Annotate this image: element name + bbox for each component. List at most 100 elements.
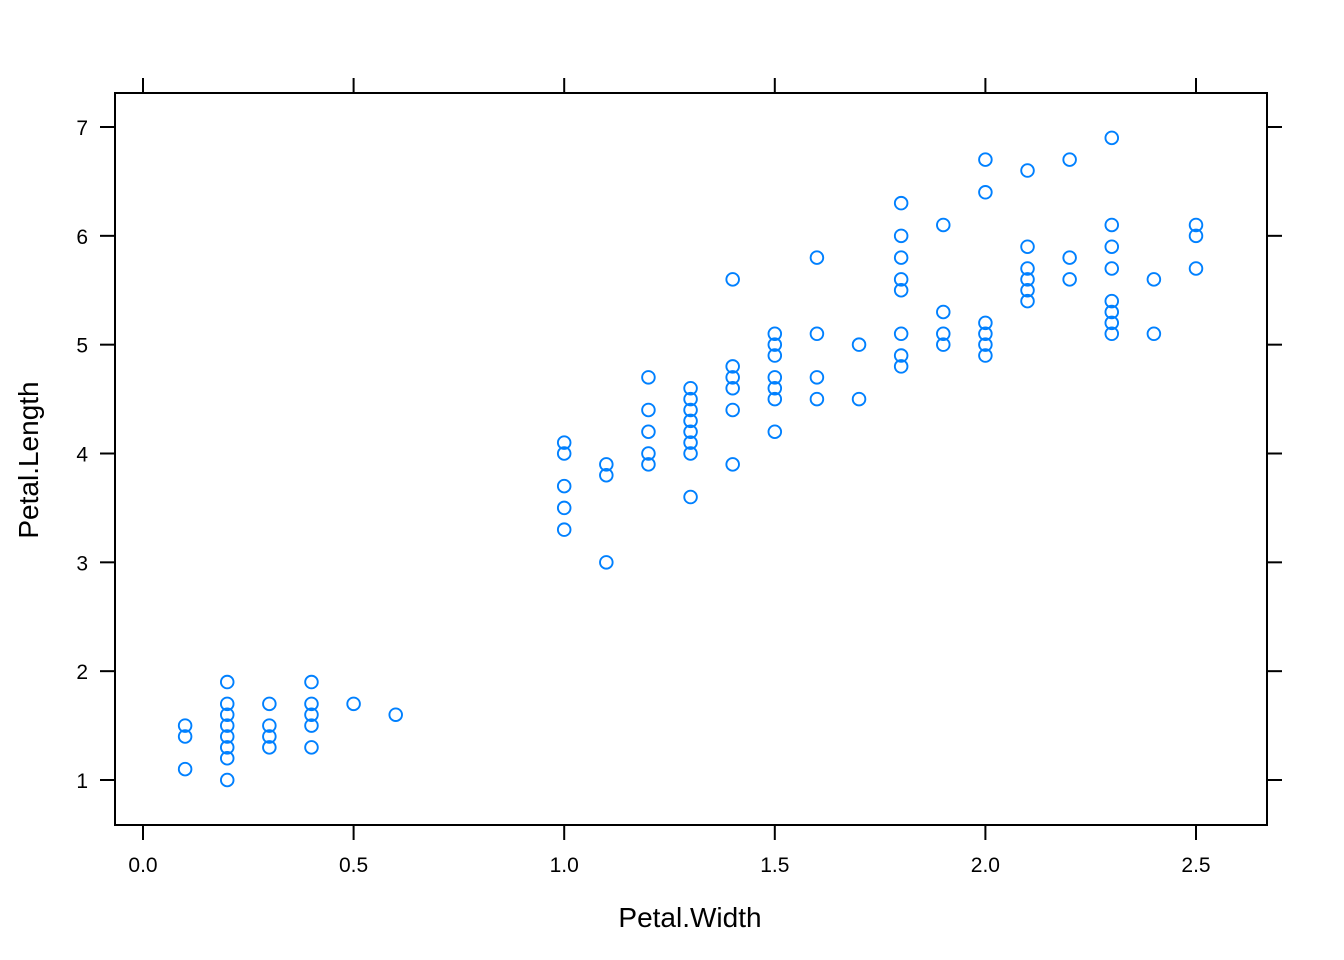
data-point	[851, 337, 867, 352]
data-point	[346, 696, 361, 712]
data-point	[556, 435, 572, 450]
y-tick-label: 4	[76, 444, 88, 467]
data-point	[219, 729, 235, 744]
data-point	[1020, 239, 1035, 254]
data-point	[556, 478, 572, 494]
data-point	[767, 326, 783, 342]
data-point	[893, 283, 909, 298]
data-point	[1188, 228, 1204, 244]
x-tick-label: 1.0	[550, 854, 579, 877]
y-axis-right-ticks	[1267, 126, 1282, 781]
data-point	[893, 272, 909, 287]
x-tick-label: 1.5	[760, 854, 789, 877]
data-point	[725, 370, 740, 385]
data-point	[1020, 283, 1035, 298]
data-point	[1104, 293, 1120, 309]
data-point	[978, 185, 993, 200]
data-point	[978, 337, 993, 352]
data-point	[1104, 315, 1120, 331]
data-point	[1020, 293, 1035, 309]
y-axis-title: Petal.Length	[13, 381, 44, 538]
data-point	[893, 359, 909, 374]
data-point	[683, 391, 698, 407]
data-point	[304, 740, 319, 755]
data-point	[1104, 239, 1120, 254]
data-point	[767, 348, 783, 363]
data-point	[893, 250, 909, 265]
y-tick-label: 2	[76, 661, 88, 684]
data-point	[219, 674, 235, 690]
data-point	[219, 707, 235, 722]
data-point	[809, 370, 825, 385]
data-point	[809, 391, 825, 407]
data-point	[767, 380, 783, 396]
data-point	[851, 391, 867, 407]
data-point	[641, 402, 656, 418]
data-point	[219, 740, 235, 755]
data-point	[1104, 130, 1120, 146]
y-tick-label: 7	[76, 117, 88, 140]
data-point	[1062, 250, 1077, 265]
x-axis-title: Petal.Width	[618, 902, 761, 933]
data-point	[683, 380, 698, 396]
data-point	[725, 380, 740, 396]
plot-frame	[114, 92, 1268, 826]
data-points	[177, 130, 1204, 788]
data-point	[893, 195, 909, 211]
data-point	[304, 718, 319, 733]
y-tick-label: 3	[76, 552, 88, 575]
data-point	[936, 217, 951, 233]
data-point	[1104, 304, 1120, 320]
data-point	[1146, 326, 1162, 342]
data-point	[936, 304, 951, 320]
data-point	[219, 750, 235, 766]
data-point	[767, 391, 783, 407]
data-point	[556, 500, 572, 516]
y-tick-label: 5	[76, 335, 88, 358]
data-point	[262, 740, 277, 755]
data-point	[683, 446, 698, 461]
data-point	[304, 674, 319, 690]
data-point	[809, 326, 825, 342]
x-tick-label: 0.5	[339, 854, 368, 877]
data-point	[893, 326, 909, 342]
x-tick-label: 2.0	[971, 854, 1000, 877]
data-point	[683, 489, 698, 505]
data-point	[219, 696, 235, 712]
data-point	[767, 424, 783, 439]
data-point	[725, 272, 740, 287]
data-point	[641, 370, 656, 385]
y-tick-label: 6	[76, 226, 88, 249]
data-point	[893, 348, 909, 363]
y-axis-left-ticks: 1 2 3 4 5 6 7	[76, 117, 115, 793]
data-point	[978, 152, 993, 167]
data-point	[556, 446, 572, 461]
data-point	[767, 337, 783, 352]
x-tick-label: 2.5	[1181, 854, 1210, 877]
data-point	[936, 326, 951, 342]
data-point	[725, 402, 740, 418]
data-point	[683, 435, 698, 450]
x-axis-bottom-ticks: 0.0 0.5 1.0 1.5 2.0 2.5	[128, 825, 1211, 877]
x-axis-top-ticks	[142, 78, 1197, 93]
data-point	[599, 468, 614, 483]
data-point	[978, 348, 993, 363]
data-point	[683, 413, 698, 429]
data-point	[893, 228, 909, 244]
data-point	[1020, 261, 1035, 276]
data-point	[262, 696, 277, 712]
data-point	[262, 718, 277, 733]
data-point	[219, 718, 235, 733]
data-point	[809, 250, 825, 265]
data-point	[556, 522, 572, 537]
y-tick-label: 1	[76, 770, 88, 793]
data-point	[388, 707, 403, 722]
data-point	[304, 707, 319, 722]
data-point	[262, 729, 277, 744]
data-point	[1104, 217, 1120, 233]
data-point	[1188, 261, 1204, 276]
data-point	[683, 424, 698, 439]
data-point	[1188, 217, 1204, 233]
